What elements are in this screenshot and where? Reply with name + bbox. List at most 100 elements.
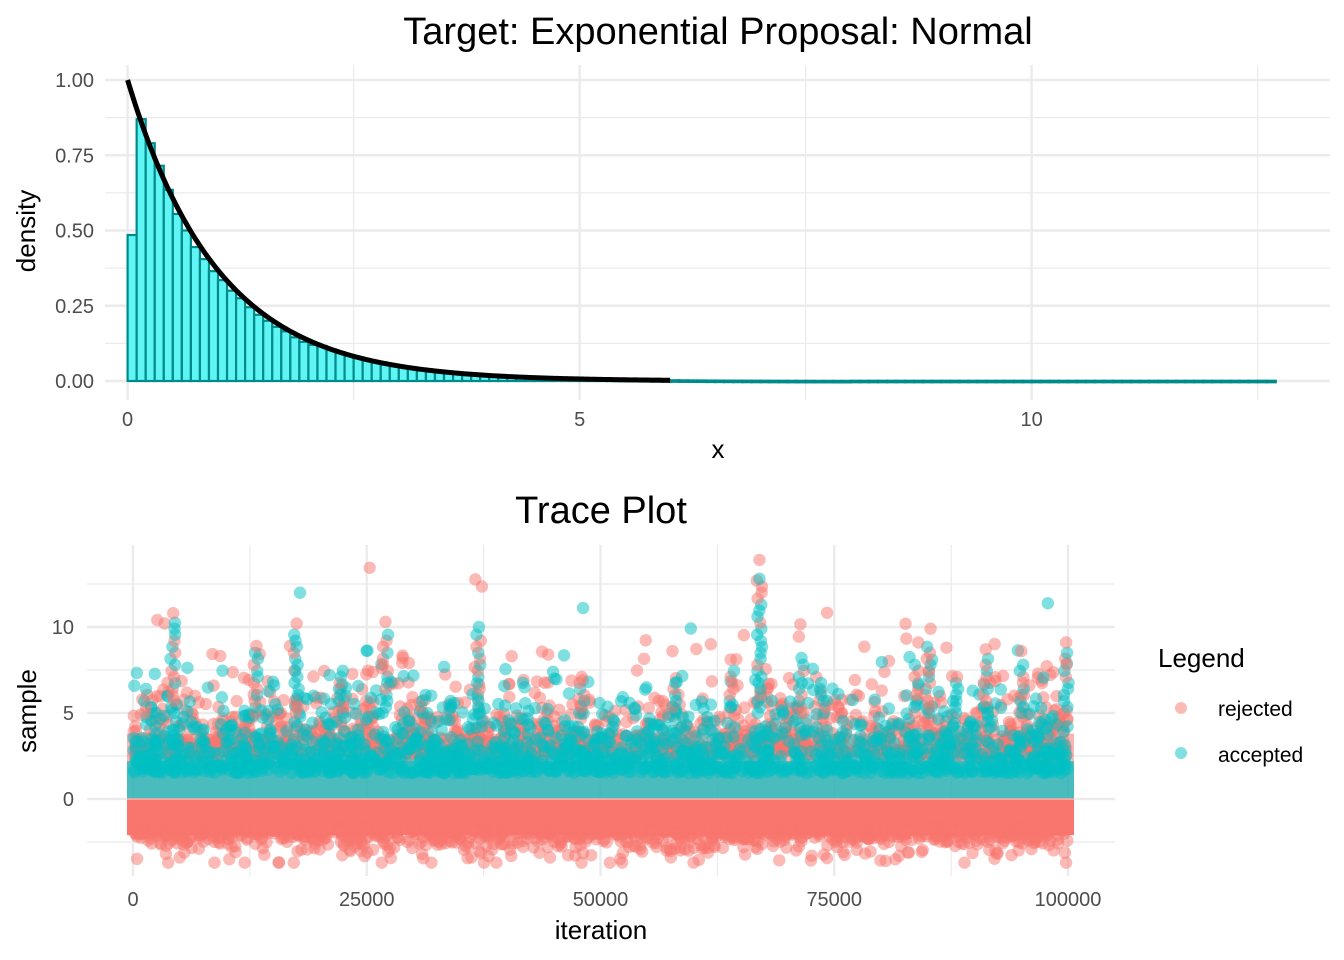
rejected-point [432,830,445,843]
accepted-point [456,706,469,719]
accepted-point [349,707,363,720]
accepted-point [1061,720,1074,733]
histogram-bar [1157,379,1169,384]
accepted-point [288,628,301,641]
accepted-point [748,744,761,758]
accepted-point [380,754,393,767]
rejected-point [794,618,807,631]
rejected-point [584,849,598,862]
rejected-point [1043,834,1057,847]
histogram-bar [949,379,961,384]
histogram-bar [126,233,138,383]
histogram-bar [795,379,807,384]
histogram-x-axis-title: x [712,434,725,464]
accepted-point [1016,658,1030,672]
rejected-point [510,827,524,840]
accepted-point [670,740,683,753]
accepted-point [541,723,555,736]
rejected-point [232,825,245,838]
rejected-point [320,825,333,838]
rejected-point [307,670,320,683]
accepted-point [286,743,299,757]
accepted-point [253,745,266,758]
accepted-point [774,749,788,763]
accepted-point [307,689,320,702]
rejected-point [901,846,915,859]
accepted-point [1050,718,1063,731]
accepted-point [922,733,936,746]
accepted-point [912,761,926,775]
accepted-point [875,655,889,669]
accepted-point [293,586,307,599]
accepted-point [841,753,855,766]
accepted-point [804,745,818,758]
histogram-bar [162,188,174,383]
legend-entry-accepted: accepted [1175,744,1303,767]
rejected-point [615,856,629,869]
rejected-point [705,675,719,688]
rejected-point [630,664,644,677]
accepted-point [782,735,795,748]
histogram-bar [1148,379,1160,384]
accepted-point [761,726,775,740]
rejected-point [648,691,661,704]
accepted-point [605,726,619,739]
accepted-point [996,755,1009,769]
histogram-bar [1075,379,1088,384]
histogram-bar [1030,379,1042,384]
rejected-point [614,835,628,848]
histogram-y-tick-label: 0.50 [55,221,94,243]
rejected-point [538,823,552,837]
rejected-point [167,607,180,620]
rejected-point [916,843,929,857]
accepted-point [673,755,686,769]
trace-x-axis-title: iteration [555,915,648,945]
histogram-bar [714,379,726,384]
rejected-point [924,622,937,635]
histogram-title: Target: Exponential Proposal: Normal [403,11,1032,53]
accepted-point [765,694,779,708]
accepted-point [775,704,789,717]
rejected-point [865,678,878,691]
accepted-point [513,712,526,726]
accepted-point [774,765,788,779]
accepted-point [733,742,747,756]
histogram-bar [316,344,328,383]
accepted-point [719,766,733,779]
accepted-point [172,734,185,747]
accepted-point [619,753,632,767]
accepted-point [1034,701,1048,715]
histogram-bar [677,379,690,383]
accepted-point [695,695,708,708]
histogram-bar [786,379,798,384]
rejected-point [977,833,990,847]
accepted-point [982,722,996,735]
rejected-point [1058,846,1072,859]
accepted-point [779,721,792,734]
histogram-x-tick-label: 0 [122,409,133,431]
rejected-point [401,835,414,849]
histogram-y-tick-label: 0.25 [55,296,94,318]
rejected-point [940,641,953,654]
rejected-point [1028,824,1041,838]
histogram-bar [1265,379,1277,384]
accepted-point [836,714,850,728]
rejected-point [363,561,376,574]
rejected-point [127,709,140,723]
accepted-point [148,667,161,681]
rejected-point [287,856,300,869]
rejected-point [458,696,472,709]
rejected-point [740,826,753,839]
rejected-point [197,835,210,848]
histogram-bar [1238,379,1250,384]
histogram-bar [732,379,744,384]
rejected-point [214,649,227,663]
rejected-point [773,854,786,867]
accepted-point [518,681,531,694]
histogram-bar [298,340,310,383]
rejected-point [677,826,691,840]
accepted-point [1049,752,1062,766]
accepted-point [221,735,234,748]
rejected-point [631,825,645,838]
accepted-point [181,705,194,718]
